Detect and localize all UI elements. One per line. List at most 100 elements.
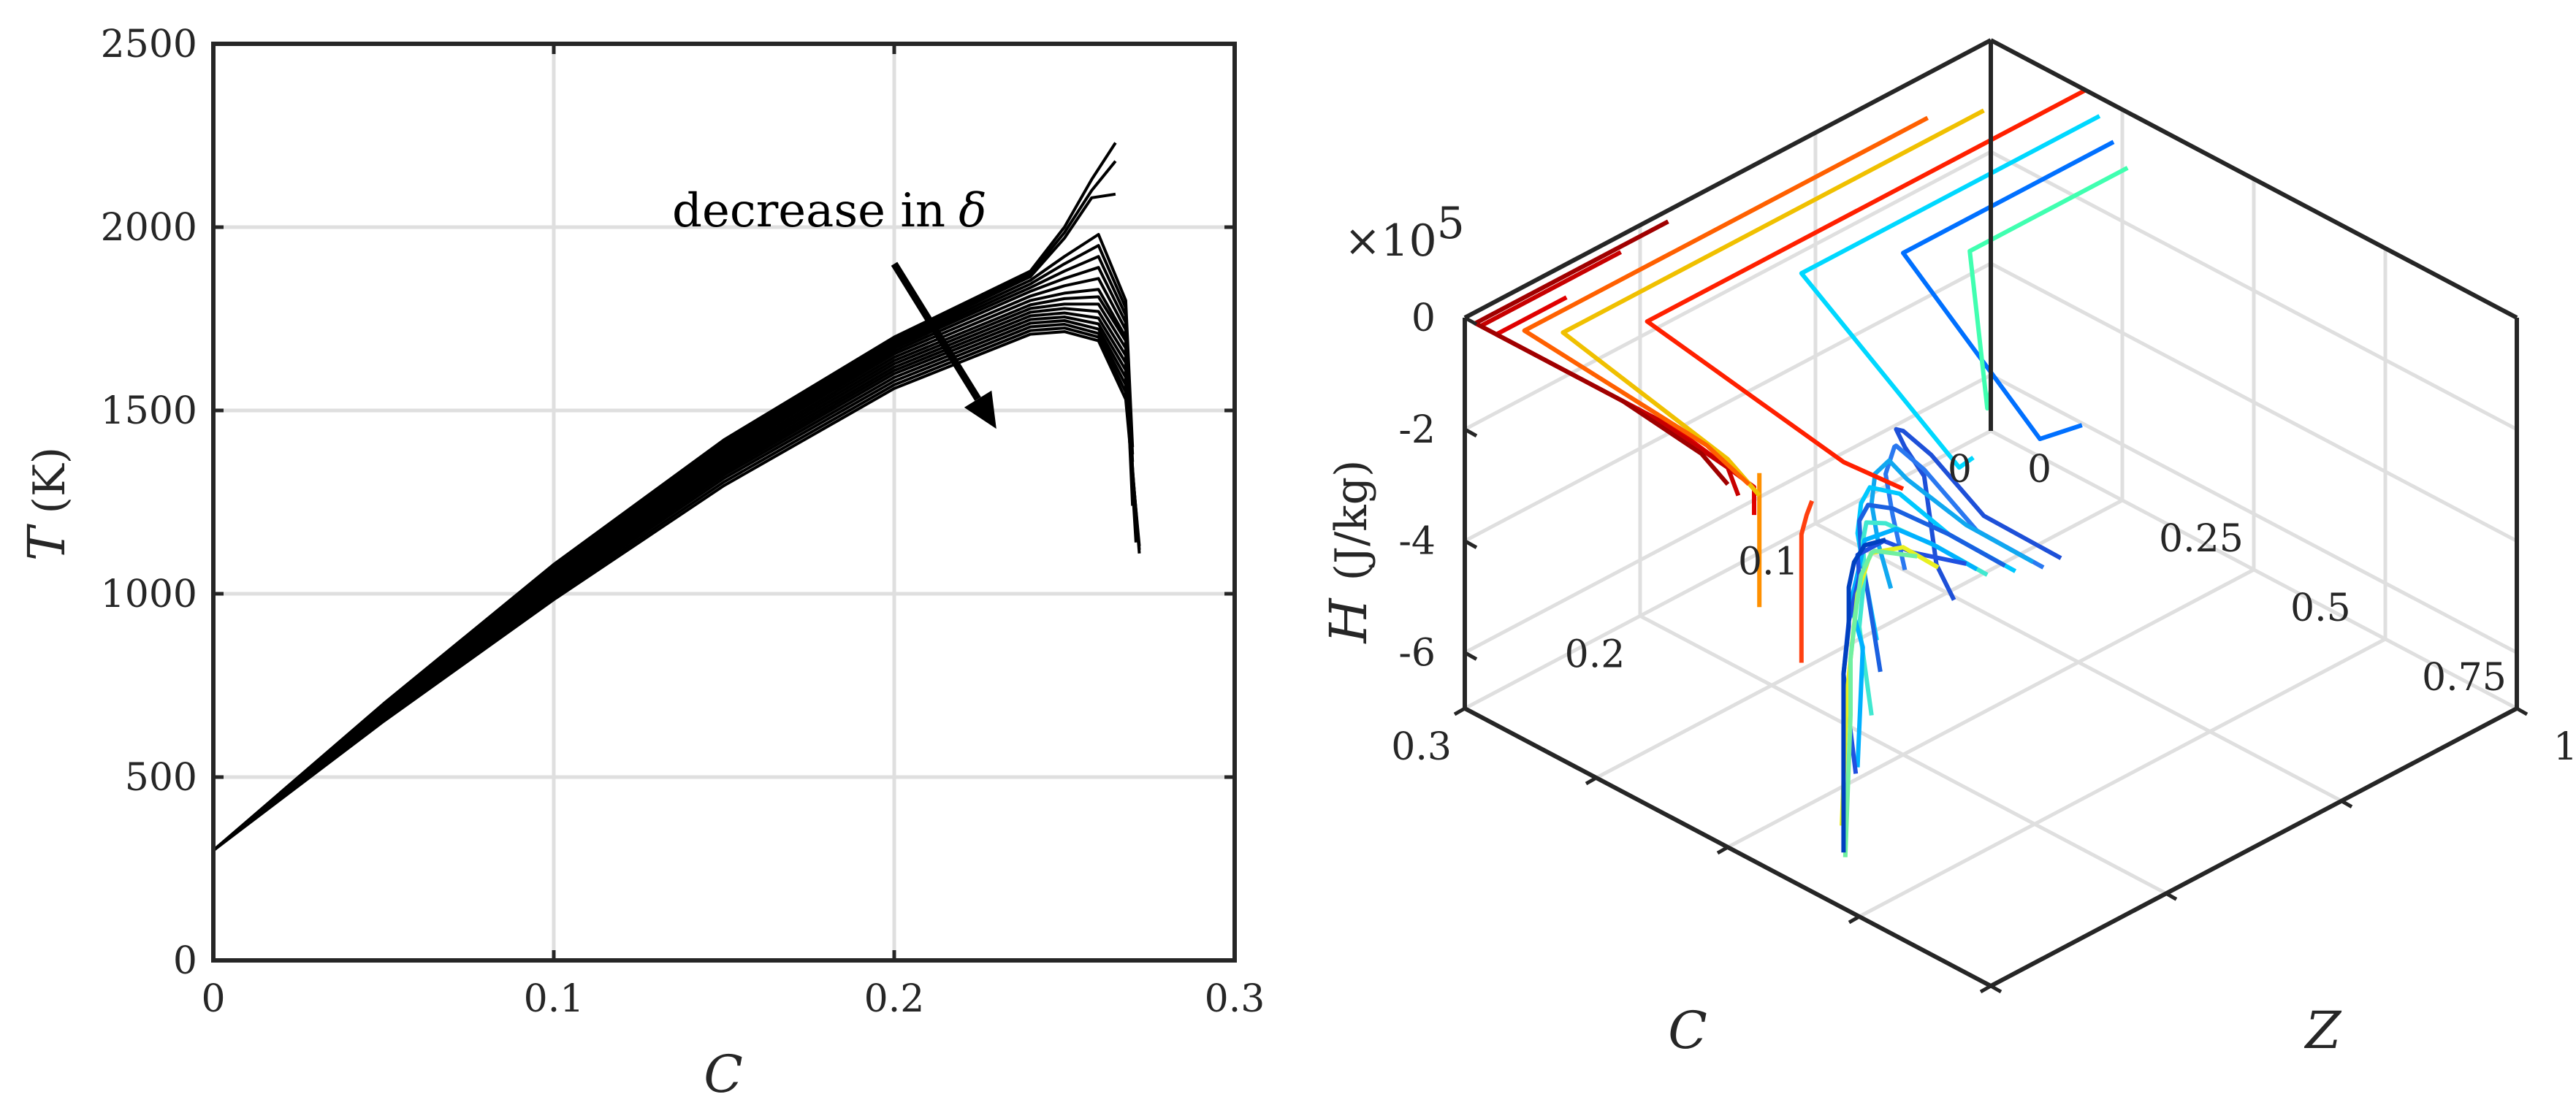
plot2-z-tick-label: 1 <box>2553 725 2576 769</box>
plot2-c-axis-label: C <box>1668 1001 1707 1060</box>
plot2-c-tick-label: 0 <box>1948 448 1972 492</box>
plot2-z-tick-label: 0.25 <box>2159 517 2244 561</box>
plot1-series-line <box>212 266 1135 852</box>
plot2-series-line <box>1561 108 1985 497</box>
plot2-c-tick-labels: 0 0.1 0.2 0.3 <box>1391 448 1972 769</box>
plot2-series-line <box>1478 250 1741 497</box>
plot2-exponent-value: 5 <box>1437 198 1465 249</box>
temperature-plot: 0 0.1 0.2 0.3 0 500 1000 1500 2000 2500 C T (K) d… <box>17 23 1265 1104</box>
plot2-series-line <box>1901 139 2115 441</box>
plot1-axes-box <box>211 42 1237 963</box>
plot1-y-tick-label: 2500 <box>101 23 197 66</box>
plot2-box-edge <box>1463 38 1992 320</box>
plot1-series-line <box>212 311 1138 852</box>
plot1-x-tick-label: 0 <box>201 977 225 1021</box>
plot2-tick <box>2165 892 2178 901</box>
plot2-h-tick-labels: 0 -2 -4 -6 <box>1398 297 1436 676</box>
plot2-grid-line <box>1726 567 2255 849</box>
svg-text:T(K): T (K) <box>17 447 77 561</box>
plot2-tick <box>1453 706 1466 716</box>
plot2-tick <box>2340 799 2353 808</box>
plot2-series-line <box>1645 88 2087 492</box>
plot1-x-tick-label: 0.3 <box>1205 977 1265 1021</box>
plot2-tick <box>1463 427 1478 438</box>
plot2-series-line <box>1494 295 1756 516</box>
plot2-axes-box <box>1463 38 2519 988</box>
plot2-tick <box>1463 651 1478 661</box>
plot2-z-tick-label: 0.75 <box>2422 656 2507 700</box>
plot1-series-line <box>212 326 1141 852</box>
plot1-series-line <box>212 277 1135 852</box>
plot1-y-tick-label: 1000 <box>101 573 197 616</box>
plot2-c-tick-label: 0.3 <box>1391 725 1452 769</box>
plot1-series-line <box>212 323 1141 852</box>
svg-text:×105: ×105 <box>1344 198 1465 267</box>
plot2-tick <box>1848 914 1861 925</box>
plot1-y-axis-unit: (K) <box>24 447 75 514</box>
annotation-text: decrease in <box>672 184 945 238</box>
plot1-y-tick-label: 2000 <box>101 206 197 250</box>
enthalpy-3d-plot: 0 0.1 0.2 0.3 0 0.25 0.5 0.75 1 0 -2 -4 -6 C Z H (J… <box>1319 38 2576 1060</box>
plot2-exponent-label: ×10 <box>1344 215 1437 267</box>
plot2-grid-line <box>1463 150 1992 432</box>
plot1-y-axis-label: T <box>17 524 77 561</box>
plot1-x-tick-label: 0.2 <box>864 977 925 1021</box>
plot2-tick <box>1463 316 1478 326</box>
plot1-series-line <box>212 319 1138 852</box>
plot2-z-tick-label: 0.5 <box>2290 586 2351 630</box>
plot2-series-line <box>1799 500 1815 663</box>
plot2-grid-line <box>1989 373 2518 654</box>
plot1-grid <box>213 44 1235 960</box>
plot2-series-line <box>1473 219 1730 486</box>
plot2-grid-line <box>1463 373 1992 654</box>
plot2-h-tick-label: 0 <box>1411 297 1436 340</box>
annotation-symbol: δ <box>959 184 987 238</box>
plot2-tick <box>2515 706 2529 716</box>
plot2-series-line <box>1843 548 1918 857</box>
plot2-h-tick-label: -4 <box>1398 520 1436 564</box>
plot2-tick <box>1585 776 1598 786</box>
plot1-series <box>212 142 1141 852</box>
plot1-x-tick-labels: 0 0.1 0.2 0.3 <box>201 977 1265 1021</box>
plot2-z-tick-labels: 0 0.25 0.5 0.75 1 <box>2027 448 2576 769</box>
svg-text:decrease inδ: decrease in δ <box>672 184 987 238</box>
plot2-tick <box>1463 539 1478 549</box>
plot2-series-line <box>1848 527 1978 768</box>
plot2-tick <box>1979 984 1992 994</box>
plot2-grid-line <box>1989 261 2518 543</box>
plot2-series <box>1473 88 2129 857</box>
plot2-series-line <box>1799 114 2101 470</box>
plot2-h-tick-label: -6 <box>1398 632 1436 676</box>
plot2-h-tick-label: -2 <box>1398 408 1436 452</box>
plot1-series-line <box>212 295 1135 852</box>
plot2-series-line <box>1857 502 2006 673</box>
plot1-y-tick-labels: 0 500 1000 1500 2000 2500 <box>101 23 197 983</box>
plot2-z-axis-label: Z <box>2304 1001 2342 1060</box>
plot1-x-axis-label: C <box>704 1044 743 1104</box>
plot2-ticks <box>1453 316 2529 994</box>
plot1-series-line <box>212 316 1138 852</box>
plot2-grid-line <box>1989 150 2518 432</box>
plot2-grid-line <box>1858 637 2387 919</box>
plot2-h-axis-label: H <box>1319 597 1379 644</box>
plot2-series-line <box>1894 427 2062 601</box>
plot1-y-tick-label: 500 <box>125 756 197 800</box>
plot2-series-line <box>1522 115 1929 486</box>
plot1-series-line <box>212 330 1141 852</box>
plot1-series-line <box>212 302 1135 852</box>
svg-text:H(J/kg): H (J/kg) <box>1319 460 1379 645</box>
annotation-arrow <box>891 261 981 401</box>
plot1-x-tick-label: 0.1 <box>524 977 584 1021</box>
annotation: decrease in δ <box>672 184 997 429</box>
plot2-tick <box>1716 845 1729 855</box>
plot1-y-tick-label: 0 <box>173 939 197 983</box>
plot2-grid-line <box>1463 261 1992 543</box>
annotation-arrowhead <box>964 390 997 429</box>
plot2-box-edge <box>1989 38 2518 320</box>
plot2-series-line <box>1841 538 1886 853</box>
plot1-series-line <box>212 288 1135 852</box>
plot2-tick <box>1989 984 2003 994</box>
plot1-ticks <box>211 42 1237 963</box>
plot2-c-tick-label: 0.1 <box>1738 540 1799 584</box>
